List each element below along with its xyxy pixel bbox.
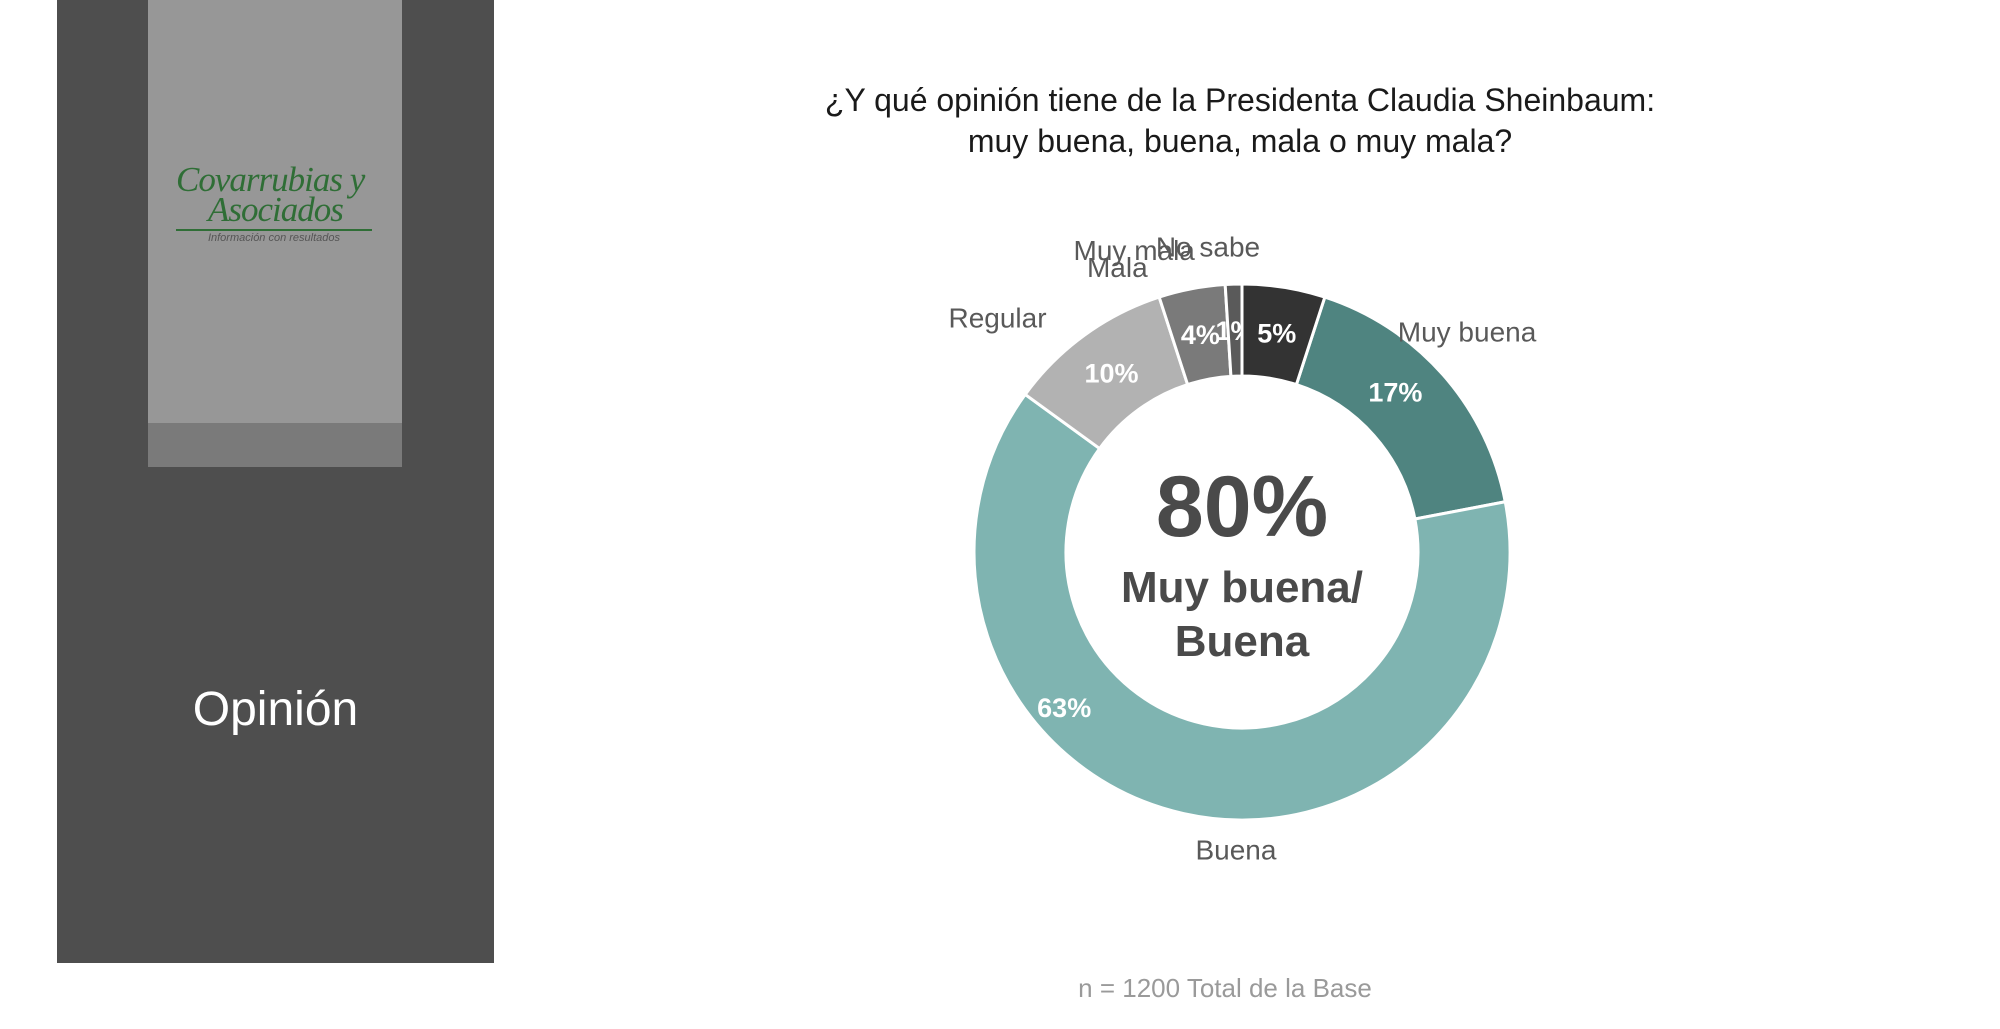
category-label-muy-mala: Muy mala [1074, 235, 1196, 266]
center-label-line2: Buena [1175, 617, 1310, 666]
value-label-mala: 4% [1181, 320, 1220, 350]
logo-text-line2: Asociados [208, 190, 344, 229]
chart-title: ¿Y qué opinión tiene de la Presidenta Cl… [760, 80, 1720, 162]
section-title: Opinión [192, 683, 359, 736]
category-label-muy-buena: Muy buena [1398, 317, 1537, 348]
value-label-no-sabe: 5% [1257, 319, 1296, 349]
logo-background [148, 0, 402, 423]
category-label-buena: Buena [1195, 835, 1276, 866]
center-value: 80% [1156, 459, 1328, 555]
chart-title-line2: muy buena, buena, mala o muy mala? [967, 123, 1513, 159]
logo-text-line1: Covarrubias y [176, 160, 365, 199]
category-label-no-sabe: No sabe [1156, 232, 1260, 263]
logo-tagline: Información con resultados [207, 232, 341, 244]
value-label-muy-buena: 17% [1368, 378, 1422, 408]
slice-no-sabe [1240, 282, 1327, 387]
sample-size-footnote: n = 1200 Total de la Base [1078, 973, 1372, 1003]
slice-buena [972, 392, 1512, 822]
value-label-buena: 63% [1037, 693, 1091, 723]
center-label-line1: Muy buena/ [1121, 563, 1363, 612]
value-label-regular: 10% [1084, 358, 1138, 388]
category-label-mala: Mala [1087, 252, 1148, 283]
chart-title-line1: ¿Y qué opinión tiene de la Presidenta Cl… [824, 82, 1656, 118]
logo-divider [176, 229, 372, 231]
category-label-regular: Regular [948, 302, 1046, 333]
